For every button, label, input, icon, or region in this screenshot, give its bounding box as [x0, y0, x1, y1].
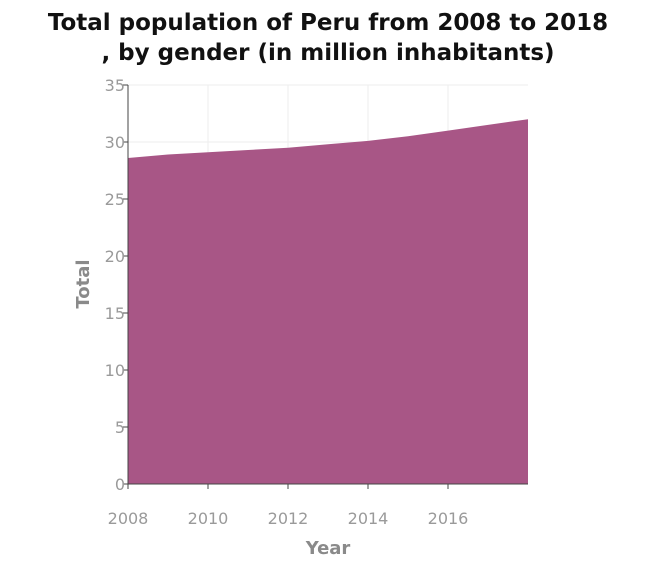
y-axis-label: Total	[73, 259, 94, 308]
y-tick-label: 5	[115, 418, 125, 437]
y-tick-label: 15	[105, 304, 125, 323]
area-layer	[128, 119, 528, 484]
y-tick-label: 10	[105, 361, 125, 380]
x-tick-label: 2008	[108, 509, 149, 528]
y-tick-label: 30	[105, 133, 125, 152]
y-tick-label: 25	[105, 190, 125, 209]
chart-title-line-1: Total population of Peru from 2008 to 20…	[48, 10, 608, 36]
x-tick-label: 2014	[348, 509, 389, 528]
y-tick-label: 20	[105, 247, 125, 266]
x-axis-label: Year	[305, 538, 351, 559]
chart-title-line-2: , by gender (in million inhabitants)	[101, 40, 554, 66]
axes	[127, 85, 528, 485]
tick-labels: 0 5 10 15 20 25 30 35 2008 2010 2012 2014 2016	[105, 76, 469, 528]
area-series	[128, 119, 528, 484]
x-tick-label: 2012	[268, 509, 309, 528]
y-tick-label: 35	[105, 76, 125, 95]
x-tick-label: 2016	[428, 509, 469, 528]
y-tick-label: 0	[115, 475, 125, 494]
x-tick-label: 2010	[188, 509, 229, 528]
